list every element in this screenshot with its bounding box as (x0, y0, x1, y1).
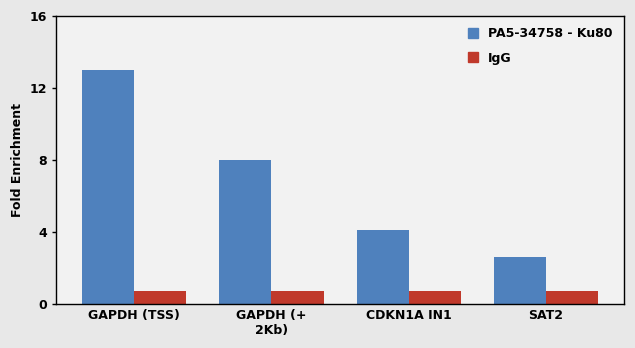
Bar (409, 291, 461, 304)
Bar (356, 230, 409, 304)
Bar (82, 70, 134, 304)
Bar (546, 291, 598, 304)
Y-axis label: Fold Enrichment: Fold Enrichment (11, 103, 24, 217)
Bar (219, 160, 271, 304)
Bar (134, 291, 186, 304)
Legend: PA5-34758 - Ku80, IgG: PA5-34758 - Ku80, IgG (463, 22, 618, 70)
Bar (271, 291, 324, 304)
Bar (494, 257, 546, 304)
